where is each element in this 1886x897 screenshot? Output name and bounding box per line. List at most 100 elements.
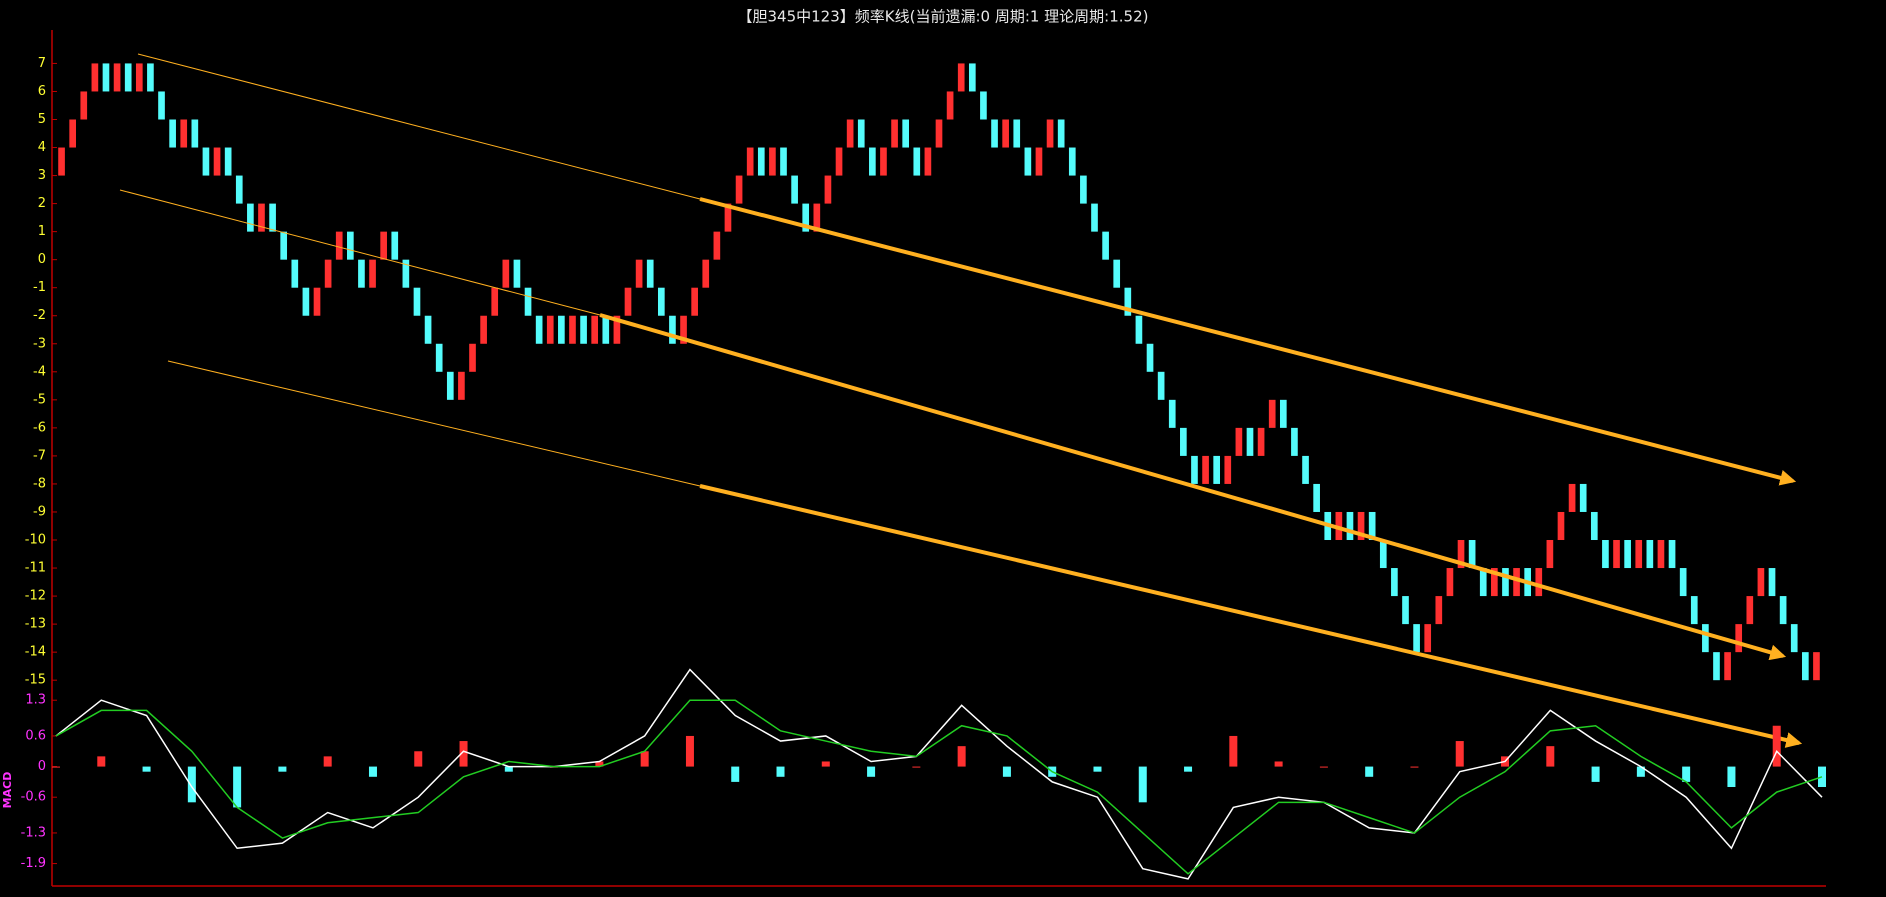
y-tick-label: -3 (33, 336, 46, 351)
candle (1291, 427, 1298, 456)
candle (1702, 624, 1709, 653)
trend-line (137, 53, 701, 200)
macd-bar (821, 761, 830, 767)
y-tick-label: -11 (25, 561, 46, 576)
candle (491, 287, 499, 316)
trend-arrow (699, 197, 1797, 486)
candle (880, 147, 887, 176)
candle (313, 287, 321, 316)
candle (435, 343, 443, 372)
y-tick-label: 4 (38, 140, 46, 155)
candle (869, 147, 876, 176)
candle (1191, 455, 1198, 484)
macd-bar (1546, 746, 1555, 767)
candle (724, 203, 732, 232)
candle (135, 63, 143, 92)
candle (513, 259, 521, 288)
candle (1479, 568, 1487, 597)
macd-bar (323, 756, 332, 767)
macd-bar (685, 735, 694, 767)
macd-line (55, 699, 1823, 875)
candle (569, 315, 576, 344)
y-tick-label: 6 (38, 84, 46, 99)
candle (1635, 540, 1643, 569)
trend-arrow (699, 484, 1803, 748)
macd-bar (97, 756, 106, 767)
candle (347, 231, 354, 260)
candle (1279, 399, 1287, 428)
macd-bar (1319, 766, 1328, 768)
macd-bar (1229, 735, 1238, 767)
macd-bar (278, 766, 287, 772)
candle (769, 147, 776, 176)
y-tick-label: 0 (38, 252, 46, 267)
candle (1502, 568, 1509, 597)
candle (591, 315, 599, 344)
candle (1224, 455, 1232, 484)
candle (235, 175, 243, 204)
candle (757, 147, 765, 176)
trend-arrow (599, 313, 1787, 661)
candle (1679, 568, 1687, 597)
candle (1491, 568, 1498, 597)
candle (1546, 540, 1554, 569)
candle (524, 287, 532, 316)
candle (1246, 427, 1254, 456)
y-tick-label: -12 (25, 589, 46, 604)
candle (968, 63, 976, 92)
y-tick-label: -6 (33, 420, 46, 435)
candle (946, 91, 954, 120)
candle (180, 119, 188, 148)
candle (1046, 119, 1054, 148)
candle (1802, 652, 1809, 681)
macd-bar (1727, 766, 1736, 787)
y-tick-label: -4 (33, 364, 46, 379)
candle (991, 119, 998, 148)
candle (1435, 596, 1443, 625)
y-tick-label: 1.3 (25, 693, 46, 708)
candle (1813, 652, 1820, 681)
candle (335, 231, 343, 260)
macd-bar (52, 766, 60, 768)
trend-line (119, 189, 601, 316)
macd-bar (1365, 766, 1374, 777)
macd-line (55, 668, 1823, 880)
candle (713, 231, 721, 260)
y-tick-label: -5 (33, 392, 46, 407)
candle (602, 315, 610, 344)
candle (391, 231, 399, 260)
candle (580, 315, 587, 344)
candle (1157, 371, 1165, 400)
candle (469, 343, 476, 372)
macd-bar (1138, 766, 1147, 803)
candle (1368, 511, 1376, 541)
candle (369, 259, 376, 288)
y-tick-label: -1.3 (21, 825, 46, 840)
candle (824, 175, 832, 204)
macd-bar (640, 751, 649, 767)
candle (691, 287, 698, 316)
candle (1124, 287, 1132, 316)
candle (402, 259, 410, 288)
y-tick-label: -1 (33, 280, 46, 295)
candle (613, 315, 621, 344)
y-tick-label: 3 (38, 168, 46, 183)
candle (1013, 119, 1021, 148)
candle (1402, 596, 1409, 625)
candle (680, 315, 687, 344)
candle (1590, 511, 1598, 541)
candle (1057, 119, 1065, 148)
candle (791, 175, 798, 204)
candle (1757, 568, 1765, 597)
candle (1790, 624, 1798, 653)
candle (91, 63, 99, 92)
trend-lines (119, 53, 1803, 748)
trend-line (167, 360, 701, 487)
candle (535, 315, 543, 344)
candle (247, 203, 254, 232)
macd-bar (1636, 766, 1645, 777)
y-tick-label: -13 (25, 617, 46, 632)
candle (646, 259, 654, 288)
candle (413, 287, 421, 316)
